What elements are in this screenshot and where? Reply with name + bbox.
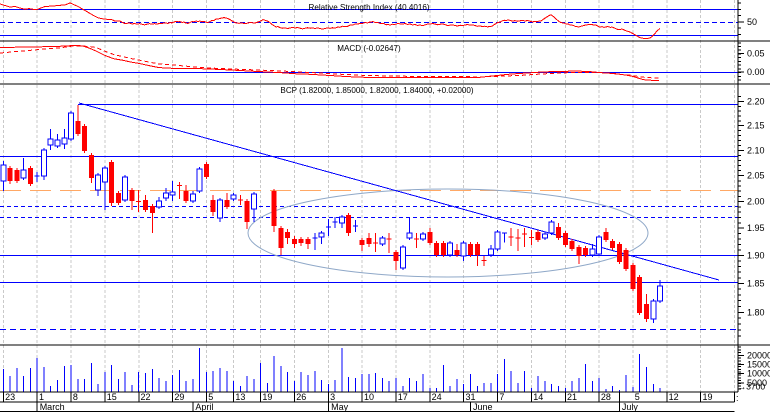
svg-text:→3700: →3700 xyxy=(738,382,766,392)
svg-text:15000: 15000 xyxy=(747,360,770,370)
svg-text:21: 21 xyxy=(567,392,577,402)
svg-text:May: May xyxy=(331,402,349,412)
svg-text:2.20: 2.20 xyxy=(747,97,765,107)
svg-text:15: 15 xyxy=(107,392,117,402)
svg-text:0.05: 0.05 xyxy=(747,48,765,58)
svg-text:31: 31 xyxy=(466,392,476,402)
svg-text:2.15: 2.15 xyxy=(747,121,765,131)
svg-text:1.90: 1.90 xyxy=(747,251,765,261)
svg-text:March: March xyxy=(40,402,65,412)
svg-text:1.80: 1.80 xyxy=(747,307,765,317)
svg-text:3: 3 xyxy=(330,392,335,402)
svg-text:23: 23 xyxy=(5,392,15,402)
svg-text:7: 7 xyxy=(499,392,504,402)
svg-text:22: 22 xyxy=(141,392,151,402)
svg-text:26: 26 xyxy=(296,392,306,402)
svg-text:0.00: 0.00 xyxy=(747,67,765,77)
svg-text:10: 10 xyxy=(364,392,374,402)
svg-text:50: 50 xyxy=(747,17,757,27)
svg-text:17: 17 xyxy=(398,392,408,402)
svg-text:BCP (1.82000, 1.85000, 1.82000: BCP (1.82000, 1.85000, 1.82000, 1.84000,… xyxy=(280,86,473,95)
svg-text:12: 12 xyxy=(669,392,679,402)
svg-text:19: 19 xyxy=(262,392,272,402)
svg-text:14: 14 xyxy=(533,392,543,402)
svg-text:8: 8 xyxy=(73,392,78,402)
svg-text:April: April xyxy=(195,402,213,412)
svg-text:24: 24 xyxy=(432,392,442,402)
svg-text:2.10: 2.10 xyxy=(747,145,765,155)
svg-text:5000: 5000 xyxy=(747,378,767,388)
svg-text:2.00: 2.00 xyxy=(747,197,765,207)
svg-text:10000: 10000 xyxy=(747,369,770,379)
svg-text:1: 1 xyxy=(39,392,44,402)
svg-text::: : xyxy=(736,393,739,403)
svg-text:5: 5 xyxy=(635,392,640,402)
svg-text:MACD (-0.02647): MACD (-0.02647) xyxy=(337,44,401,53)
svg-text:20000: 20000 xyxy=(747,350,770,360)
svg-text:July: July xyxy=(622,402,639,412)
svg-text:June: June xyxy=(473,402,493,412)
svg-text:1.85: 1.85 xyxy=(747,279,765,289)
svg-text:29: 29 xyxy=(174,392,184,402)
svg-text:5: 5 xyxy=(208,392,213,402)
svg-text:19: 19 xyxy=(702,392,712,402)
svg-text:13: 13 xyxy=(235,392,245,402)
svg-text:Relative Strength Index (40.40: Relative Strength Index (40.4016) xyxy=(308,3,429,12)
svg-text:2.05: 2.05 xyxy=(747,171,765,181)
svg-text:28: 28 xyxy=(601,392,611,402)
svg-text:1.95: 1.95 xyxy=(747,223,765,233)
